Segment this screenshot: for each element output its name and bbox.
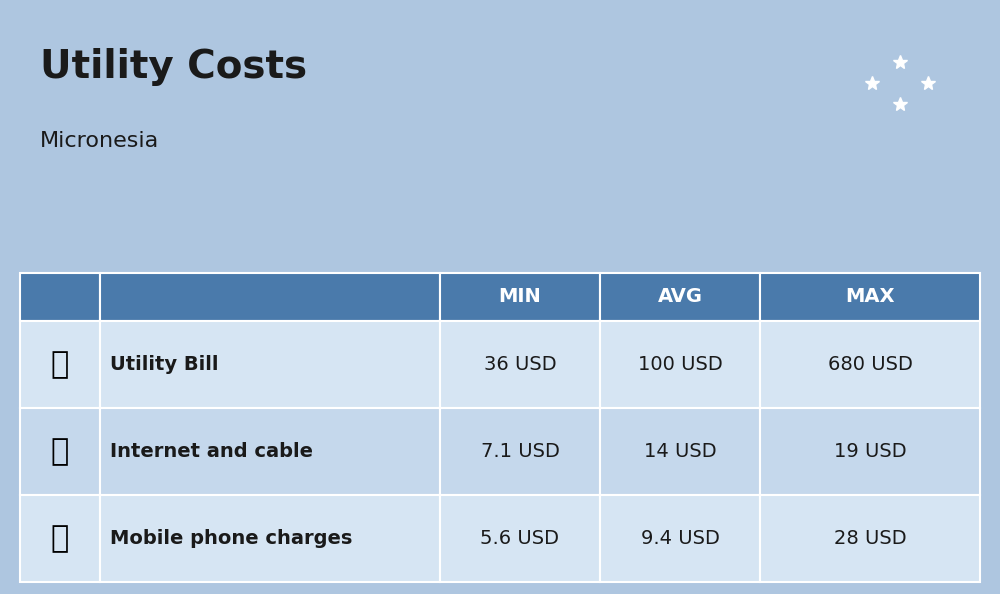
Bar xyxy=(760,321,980,408)
Bar xyxy=(100,408,440,495)
Text: 9.4 USD: 9.4 USD xyxy=(641,529,719,548)
Text: 36 USD: 36 USD xyxy=(484,355,556,374)
Text: 14 USD: 14 USD xyxy=(644,442,716,461)
Bar xyxy=(100,273,440,321)
Text: Utility Costs: Utility Costs xyxy=(40,48,307,86)
Text: Micronesia: Micronesia xyxy=(40,131,159,151)
Bar xyxy=(100,321,440,408)
Text: MAX: MAX xyxy=(845,287,895,307)
Bar xyxy=(20,408,100,495)
Text: 🔌: 🔌 xyxy=(51,350,69,379)
Bar xyxy=(440,321,600,408)
Text: 19 USD: 19 USD xyxy=(834,442,906,461)
Bar xyxy=(20,495,100,582)
Text: 📶: 📶 xyxy=(51,437,69,466)
Bar xyxy=(440,273,600,321)
Bar xyxy=(440,495,600,582)
Text: MIN: MIN xyxy=(499,287,541,307)
Bar xyxy=(760,273,980,321)
Text: AVG: AVG xyxy=(657,287,702,307)
Bar xyxy=(100,495,440,582)
Text: 28 USD: 28 USD xyxy=(834,529,906,548)
Bar xyxy=(600,273,760,321)
Text: 📱: 📱 xyxy=(51,524,69,553)
Bar xyxy=(760,408,980,495)
Bar xyxy=(20,273,100,321)
Bar xyxy=(20,321,100,408)
Text: 680 USD: 680 USD xyxy=(828,355,912,374)
Text: 100 USD: 100 USD xyxy=(638,355,722,374)
Bar xyxy=(600,495,760,582)
Bar xyxy=(440,408,600,495)
Text: 7.1 USD: 7.1 USD xyxy=(481,442,559,461)
Text: Utility Bill: Utility Bill xyxy=(110,355,218,374)
Bar xyxy=(600,408,760,495)
Bar xyxy=(760,495,980,582)
Text: 5.6 USD: 5.6 USD xyxy=(480,529,560,548)
Text: Mobile phone charges: Mobile phone charges xyxy=(110,529,352,548)
Bar xyxy=(600,321,760,408)
Text: Internet and cable: Internet and cable xyxy=(110,442,313,461)
